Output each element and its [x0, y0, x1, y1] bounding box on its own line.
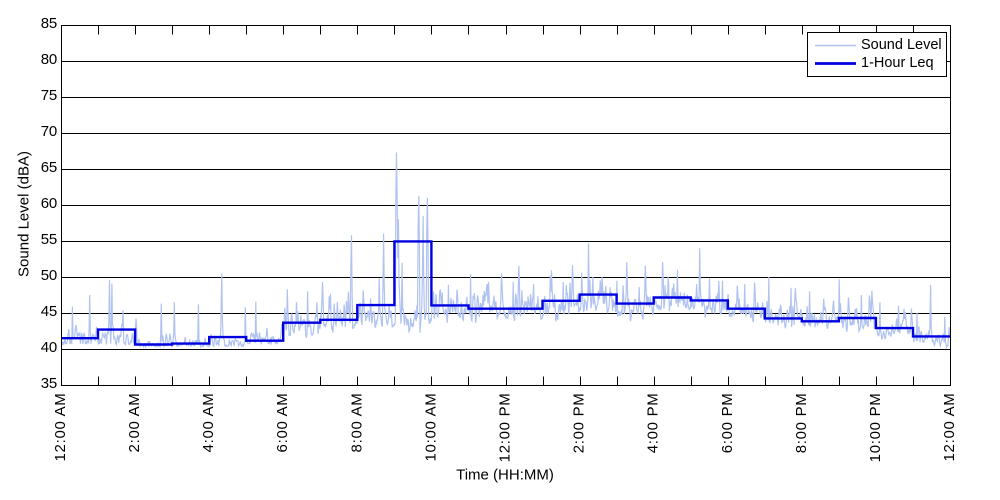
- svg-text:85: 85: [41, 15, 57, 32]
- svg-text:Time (HH:MM): Time (HH:MM): [456, 467, 554, 484]
- svg-text:12:00 AM: 12:00 AM: [52, 393, 69, 462]
- svg-text:2:00 PM: 2:00 PM: [571, 393, 588, 454]
- svg-text:60: 60: [41, 195, 57, 212]
- svg-text:40: 40: [41, 339, 57, 356]
- svg-text:1-Hour Leq: 1-Hour Leq: [861, 55, 934, 71]
- svg-text:75: 75: [41, 87, 57, 104]
- svg-text:12:00 AM: 12:00 AM: [941, 393, 958, 462]
- svg-text:4:00 PM: 4:00 PM: [645, 393, 662, 454]
- svg-text:8:00 AM: 8:00 AM: [348, 393, 365, 453]
- svg-text:12:00 PM: 12:00 PM: [497, 393, 514, 463]
- svg-text:50: 50: [41, 267, 57, 284]
- svg-text:45: 45: [41, 303, 57, 320]
- svg-text:70: 70: [41, 123, 57, 140]
- svg-text:80: 80: [41, 51, 57, 68]
- svg-text:6:00 PM: 6:00 PM: [719, 393, 736, 454]
- svg-text:Sound Level (dBA): Sound Level (dBA): [16, 151, 33, 277]
- svg-text:Sound Level: Sound Level: [861, 37, 942, 53]
- svg-text:8:00 PM: 8:00 PM: [793, 393, 810, 454]
- svg-text:10:00 AM: 10:00 AM: [422, 393, 439, 462]
- svg-text:65: 65: [41, 159, 57, 176]
- svg-text:4:00 AM: 4:00 AM: [200, 393, 217, 453]
- svg-text:6:00 AM: 6:00 AM: [274, 393, 291, 453]
- svg-text:2:00 AM: 2:00 AM: [126, 393, 143, 453]
- svg-text:55: 55: [41, 231, 57, 248]
- svg-text:35: 35: [41, 375, 57, 392]
- svg-text:10:00 PM: 10:00 PM: [867, 393, 884, 463]
